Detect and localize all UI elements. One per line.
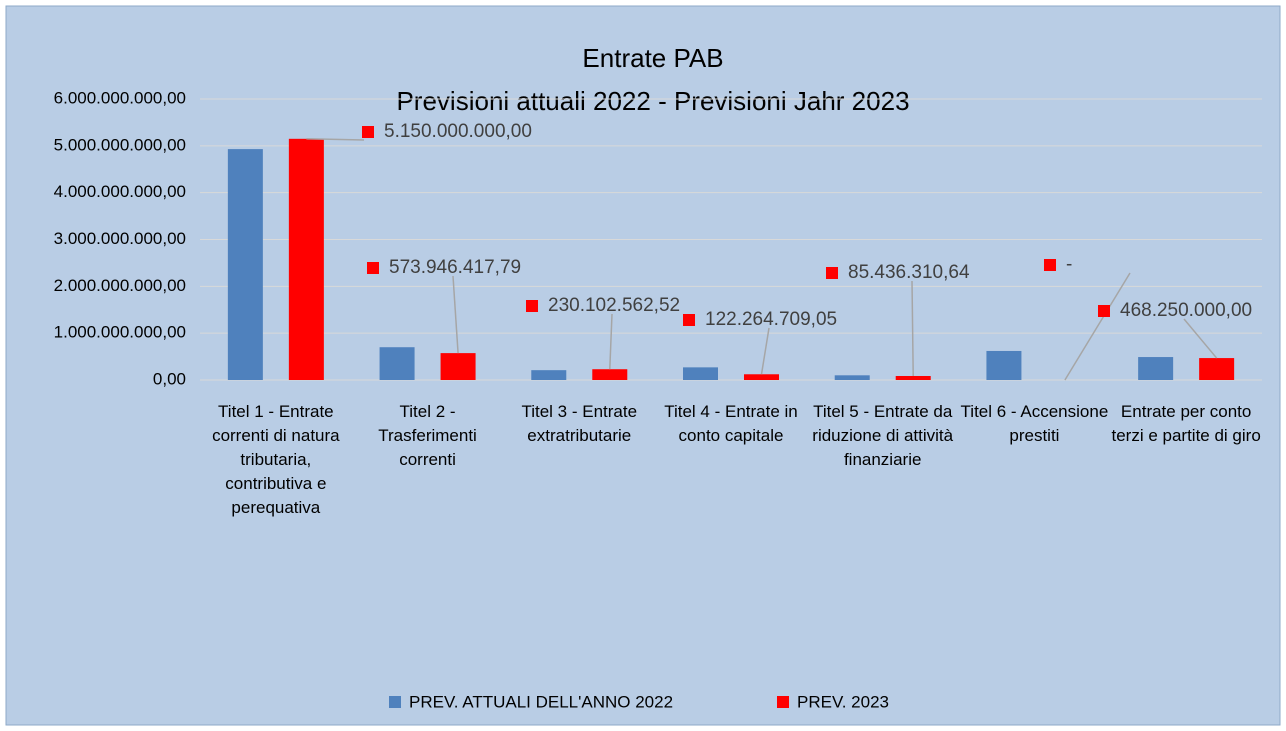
x-tick-label: Titel 3 - Entrate extratributarie (521, 402, 638, 445)
chart-subtitle: Previsioni attuali 2022 - Previsioni Jah… (396, 86, 909, 116)
bar (744, 374, 779, 380)
data-label: 122.264.709,05 (705, 309, 837, 330)
data-label: - (1066, 254, 1072, 275)
label-marker (1098, 305, 1110, 317)
y-tick-label: 3.000.000.000,00 (54, 229, 186, 248)
y-tick-label: 2.000.000.000,00 (54, 276, 186, 295)
leader-line (760, 327, 770, 375)
y-tick-label: 1.000.000.000,00 (54, 323, 186, 342)
y-tick-label: 6.000.000.000,00 (54, 88, 186, 107)
label-marker (683, 314, 695, 326)
leader-line (911, 280, 914, 377)
x-tick-label: Titel 1 - Entrate correnti di natura tri… (212, 402, 340, 517)
bar (683, 367, 718, 380)
label-marker (362, 126, 374, 138)
x-tick-label: Titel 5 - Entrate da riduzione di attivi… (812, 402, 954, 469)
x-tick-label: Titel 2 - Trasferimenti correnti (378, 402, 477, 469)
bar (227, 149, 263, 380)
bar (379, 347, 415, 380)
data-label: 5.150.000.000,00 (384, 121, 532, 142)
data-label: 468.250.000,00 (1120, 300, 1252, 321)
chart-title: Entrate PAB (582, 43, 723, 73)
legend-label: PREV. 2023 (797, 692, 889, 711)
chart-background (5, 5, 1281, 726)
leader-line (609, 313, 613, 370)
bar (288, 138, 324, 380)
bar (986, 350, 1022, 380)
y-tick-label: 4.000.000.000,00 (54, 182, 186, 201)
leader-line (1183, 318, 1218, 359)
leader-line (1064, 272, 1131, 381)
bar (1138, 357, 1174, 380)
x-tick-label: Titel 4 - Entrate in conto capitale (664, 402, 798, 445)
data-label: 85.436.310,64 (848, 262, 970, 283)
y-tick-label: 5.000.000.000,00 (54, 135, 186, 154)
legend-label: PREV. ATTUALI DELL'ANNO 2022 (409, 692, 673, 711)
label-marker (367, 262, 379, 274)
label-marker (1044, 259, 1056, 271)
legend-swatch (389, 696, 401, 708)
bar (834, 375, 870, 380)
bar (440, 353, 476, 380)
x-tick-label: Titel 6 - Accensione prestiti (960, 402, 1109, 445)
data-label: 230.102.562,52 (548, 295, 680, 316)
legend-swatch (777, 696, 789, 708)
label-marker (526, 300, 538, 312)
bar (592, 369, 628, 380)
bar (1199, 358, 1235, 380)
y-tick-label: 0,00 (153, 369, 186, 388)
label-marker (826, 267, 838, 279)
data-label: 573.946.417,79 (389, 257, 521, 278)
leader-line (306, 138, 365, 141)
leader-line (452, 275, 459, 354)
bar (531, 370, 567, 380)
bar (895, 375, 931, 380)
x-tick-label: Entrate per conto terzi e partite di gir… (1111, 402, 1261, 445)
